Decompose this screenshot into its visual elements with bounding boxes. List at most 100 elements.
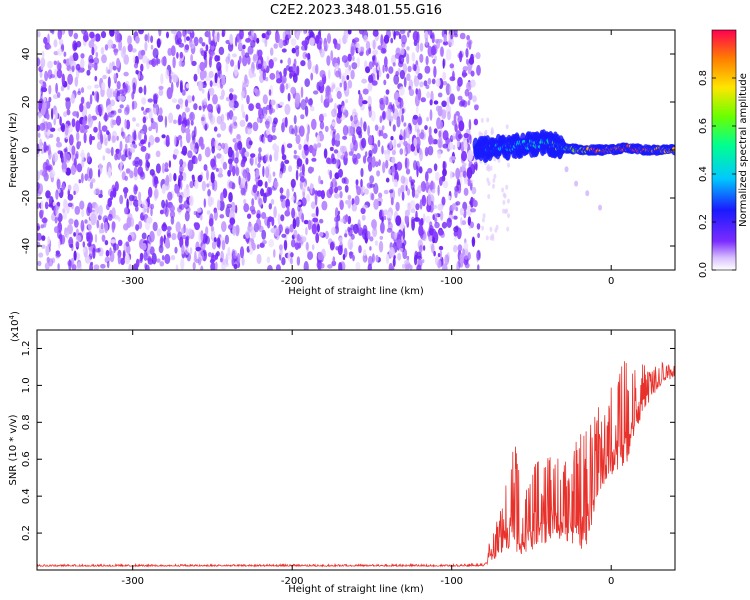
noise-blob <box>100 30 107 39</box>
noise-blob <box>245 230 250 239</box>
noise-blob <box>218 167 223 175</box>
noise-blob <box>138 30 144 35</box>
noise-blob <box>324 125 329 133</box>
noise-blob <box>266 127 271 136</box>
noise-blob <box>271 216 275 227</box>
noise-blob <box>182 234 187 240</box>
noise-blob <box>385 108 392 121</box>
noise-blob <box>476 64 481 76</box>
noise-blob <box>413 254 418 266</box>
noise-blob <box>62 211 67 220</box>
noise-blob <box>353 223 359 234</box>
noise-blob <box>455 167 460 180</box>
noise-blob <box>367 82 373 92</box>
noise-blob <box>356 186 362 196</box>
noise-blob <box>416 264 422 270</box>
noise-blob <box>216 237 221 248</box>
noise-blob <box>179 166 185 172</box>
noise-blob <box>266 218 271 229</box>
noise-blob <box>207 103 213 113</box>
colorbar-tick-label: 0.0 <box>698 262 709 278</box>
noise-blob <box>73 32 79 40</box>
noise-blob <box>158 244 164 254</box>
noise-blob <box>129 148 136 153</box>
noise-blob <box>221 89 225 98</box>
noise-blob <box>411 187 416 198</box>
y-tick-label: 1.0 <box>21 377 32 393</box>
noise-blob <box>221 142 226 150</box>
noise-blob <box>407 65 412 73</box>
noise-blob <box>124 118 127 129</box>
noise-blob <box>71 65 75 73</box>
noise-blob <box>247 45 254 55</box>
noise-blob <box>205 235 210 245</box>
noise-blob <box>87 85 92 90</box>
noise-blob <box>74 205 81 215</box>
noise-blob <box>73 232 76 237</box>
noise-blob <box>50 215 56 221</box>
noise-blob <box>200 214 203 221</box>
noise-blob <box>296 201 302 206</box>
noise-blob <box>405 168 411 175</box>
noise-blob <box>434 221 440 229</box>
noise-blob <box>229 162 233 173</box>
colorbar-label: Normalized spectral amplitude <box>738 73 749 227</box>
noise-blob <box>252 184 258 194</box>
noise-blob <box>505 124 509 130</box>
noise-blob <box>144 41 148 52</box>
noise-blob <box>344 68 351 75</box>
noise-blob <box>278 244 283 251</box>
noise-blob <box>264 77 269 82</box>
noise-blob <box>171 233 177 241</box>
noise-blob <box>410 216 415 225</box>
noise-blob <box>283 239 288 251</box>
y-tick-label: -40 <box>21 238 32 254</box>
noise-blob <box>95 52 99 58</box>
noise-blob <box>111 119 117 126</box>
noise-blob <box>79 103 84 113</box>
noise-blob <box>247 222 253 232</box>
noise-blob <box>340 218 345 223</box>
noise-blob <box>307 98 313 106</box>
noise-blob <box>37 232 42 241</box>
noise-blob <box>305 53 310 58</box>
noise-blob <box>442 168 447 177</box>
noise-blob <box>99 229 105 234</box>
noise-blob <box>117 239 123 246</box>
noise-blob <box>414 189 420 197</box>
noise-blob <box>378 159 381 167</box>
noise-blob <box>71 145 76 156</box>
noise-blob <box>318 113 324 123</box>
noise-blob <box>313 90 319 95</box>
noise-blob <box>45 190 51 199</box>
noise-blob <box>62 151 68 163</box>
noise-blob <box>489 226 493 232</box>
noise-blob <box>262 136 266 145</box>
noise-blob <box>79 124 84 134</box>
noise-blob <box>142 116 147 124</box>
noise-blob <box>234 64 238 77</box>
colorbar-tick-label: 0.6 <box>698 118 709 134</box>
noise-blob <box>396 239 403 249</box>
noise-blob <box>222 188 228 199</box>
noise-blob <box>428 225 435 235</box>
noise-blob <box>75 120 81 133</box>
noise-blob <box>327 158 333 165</box>
noise-blob <box>344 151 348 159</box>
noise-blob <box>244 52 250 58</box>
noise-blob <box>168 112 174 124</box>
noise-blob <box>299 171 305 178</box>
noise-blob <box>392 103 395 114</box>
noise-blob <box>133 144 138 149</box>
noise-blob <box>104 112 108 122</box>
noise-blob <box>358 30 364 35</box>
noise-blob <box>57 92 61 98</box>
noise-blob <box>147 141 151 148</box>
noise-blob <box>419 81 424 88</box>
noise-blob <box>246 94 250 105</box>
noise-blob <box>331 83 336 90</box>
noise-blob <box>403 259 410 265</box>
noise-blob <box>132 82 136 95</box>
noise-blob <box>317 251 324 261</box>
y-tick-label: 0 <box>21 147 32 153</box>
